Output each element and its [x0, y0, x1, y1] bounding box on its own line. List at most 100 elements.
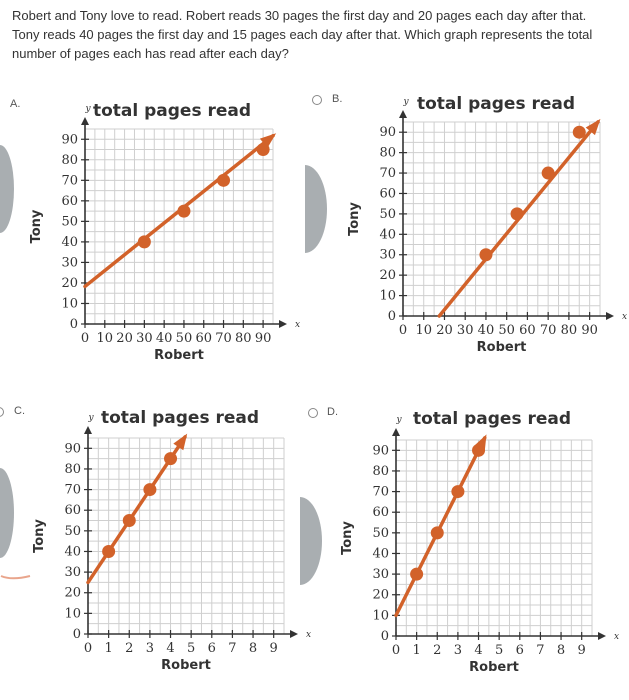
choice-c[interactable]: C. total pages read 0 1 2 3 4 5 6 7 8 9 0 10 20 30 40 50… [0, 400, 311, 695]
question-text: Robert and Tony love to read. Robert rea… [12, 8, 593, 61]
side-shape-b [305, 165, 327, 253]
x-variable-label: x [295, 320, 300, 330]
y-tick-label: 0 [388, 309, 396, 324]
y-tick-label: 80 [64, 462, 81, 477]
x-tick-label: 0 [81, 331, 89, 346]
y-variable-label: y [87, 413, 94, 423]
x-tick-label: 20 [436, 323, 453, 338]
side-shape-c [0, 468, 14, 558]
series-arrow-icon [259, 133, 277, 148]
x-tick-label: 6 [516, 643, 524, 658]
grid [403, 121, 601, 316]
x-axis-arrow-icon [606, 312, 614, 320]
x-tick-label: 80 [235, 331, 252, 346]
x-tick-label: 60 [195, 331, 212, 346]
y-tick-label: 50 [379, 207, 396, 222]
choice-d-letter: D. [327, 406, 338, 418]
pen-mark-icon [0, 575, 31, 580]
x-tick-label: 70 [215, 331, 232, 346]
y-tick-label: 40 [379, 227, 396, 242]
x-tick-label: 40 [478, 323, 495, 338]
x-tick-label: 90 [255, 331, 272, 346]
data-point [410, 567, 424, 581]
data-point [472, 443, 486, 457]
y-tick-label: 40 [61, 235, 78, 250]
x-tick-label: 5 [187, 641, 195, 656]
x-tick-label: 90 [581, 323, 598, 338]
y-tick-label: 30 [372, 567, 389, 582]
x-tick-label: 20 [116, 331, 133, 346]
x-axis-label: Robert [154, 348, 204, 363]
x-tick-label: 3 [146, 641, 154, 656]
x-tick-label: 9 [270, 641, 278, 656]
y-tick-label: 10 [372, 608, 389, 623]
y-tick-label: 0 [73, 627, 81, 642]
y-tick-label: 0 [70, 317, 78, 332]
radio-icon[interactable] [308, 408, 318, 418]
y-tick-label: 50 [61, 214, 78, 229]
x-tick-label: 1 [104, 641, 112, 656]
y-axis-arrow-icon [84, 426, 92, 434]
y-tick-label: 50 [64, 524, 81, 539]
data-point [451, 485, 465, 499]
grid [88, 437, 285, 634]
side-shape-left-top [0, 145, 14, 233]
y-tick-label: 90 [64, 441, 81, 456]
x-tick-label: 10 [97, 331, 114, 346]
y-variable-label: y [402, 97, 409, 107]
data-point [217, 173, 231, 187]
x-tick-label: 70 [540, 323, 557, 338]
grid [396, 439, 593, 636]
x-tick-label: 8 [557, 643, 565, 658]
x-tick-label: 10 [415, 323, 432, 338]
data-point [541, 166, 555, 180]
x-axis-arrow-icon [290, 630, 298, 638]
y-axis-label: Tony [32, 519, 47, 553]
x-tick-label: 0 [399, 323, 407, 338]
x-tick-label: 4 [166, 641, 174, 656]
y-tick-label: 70 [64, 483, 81, 498]
x-tick-label: 40 [156, 331, 173, 346]
x-tick-label: 80 [561, 323, 578, 338]
y-tick-label: 0 [381, 629, 389, 644]
x-tick-label: 2 [433, 643, 441, 658]
data-point [137, 235, 151, 249]
y-tick-label: 20 [64, 586, 81, 601]
choice-b[interactable]: B. total pages read 0 10 20 30 40 50 60 70 80 90 0 1… [310, 86, 629, 382]
x-tick-label: 1 [412, 643, 420, 658]
y-axis-label: Tony [347, 202, 362, 236]
x-tick-label: 7 [536, 643, 544, 658]
series-arrow-icon [585, 118, 601, 136]
chart-title: total pages read [101, 408, 259, 428]
y-variable-label: y [84, 104, 91, 114]
x-axis-label: Robert [477, 340, 527, 355]
y-tick-label: 10 [379, 289, 396, 304]
y-tick-label: 10 [64, 606, 81, 621]
choice-d[interactable]: D. total pages read 0 1 2 3 4 5 6 7 8 9 0 10 20 30 40 50… [303, 400, 629, 695]
choice-b-letter: B. [332, 93, 343, 105]
x-axis-arrow-icon [279, 320, 287, 328]
y-tick-label: 80 [61, 153, 78, 168]
data-point [164, 452, 178, 466]
data-point [510, 207, 524, 221]
x-tick-label: 8 [249, 641, 257, 656]
x-tick-label: 2 [125, 641, 133, 656]
data-point [479, 248, 493, 262]
data-point [177, 204, 191, 218]
y-tick-label: 10 [61, 296, 78, 311]
y-tick-label: 30 [61, 255, 78, 270]
y-variable-label: y [395, 415, 402, 425]
x-variable-label: x [614, 632, 619, 642]
data-point [256, 143, 270, 157]
side-shape-d [300, 497, 322, 585]
choice-a[interactable]: A. total pages read 0 10 20 30 40 50 60 70 80 90 0 1… [0, 92, 300, 382]
x-tick-label: 9 [578, 643, 586, 658]
y-tick-label: 50 [372, 526, 389, 541]
x-axis-label: Robert [161, 658, 211, 673]
x-tick-label: 7 [228, 641, 236, 656]
x-tick-label: 50 [176, 331, 193, 346]
radio-icon[interactable] [312, 95, 322, 105]
